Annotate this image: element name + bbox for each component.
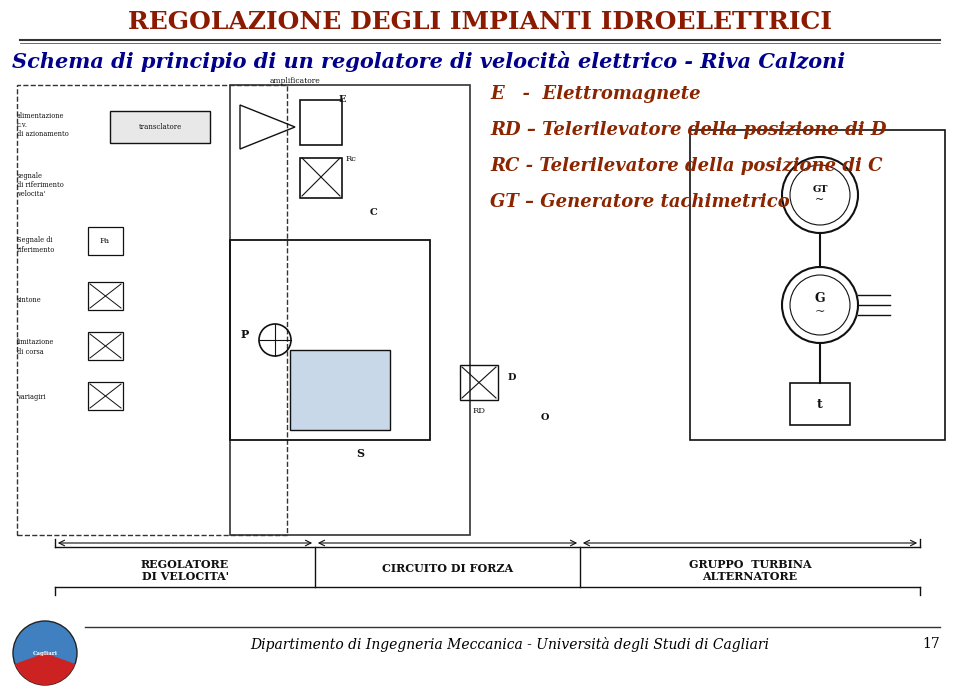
Text: Fa: Fa bbox=[100, 237, 110, 245]
Text: REGOLAZIONE DEGLI IMPIANTI IDROELETTRICI: REGOLAZIONE DEGLI IMPIANTI IDROELETTRICI bbox=[128, 10, 832, 34]
Text: Schema di principio di un regolatore di velocità elettrico - Riva Calzoni: Schema di principio di un regolatore di … bbox=[12, 51, 845, 72]
Text: GT – Generatore tachimetrico: GT – Generatore tachimetrico bbox=[490, 193, 790, 211]
Text: Dipartimento di Ingegneria Meccanica - Università degli Studi di Cagliari: Dipartimento di Ingegneria Meccanica - U… bbox=[251, 637, 770, 652]
Text: Segnale di
riferimento: Segnale di riferimento bbox=[17, 236, 56, 254]
Text: GRUPPO  TURBINA: GRUPPO TURBINA bbox=[688, 559, 811, 570]
Wedge shape bbox=[15, 653, 75, 685]
Text: Cagliari: Cagliari bbox=[33, 651, 58, 655]
Text: RD – Telerilevatore della posizione di D: RD – Telerilevatore della posizione di D bbox=[490, 121, 886, 139]
Text: limitazione
di corsa: limitazione di corsa bbox=[17, 338, 55, 356]
Text: GT: GT bbox=[812, 184, 828, 193]
Text: 17: 17 bbox=[923, 637, 940, 651]
Text: sintone: sintone bbox=[17, 296, 41, 304]
Text: alimentazione
c.v.
di azionamento: alimentazione c.v. di azionamento bbox=[17, 112, 69, 138]
Text: O: O bbox=[540, 413, 549, 421]
Text: RD: RD bbox=[472, 407, 486, 415]
Text: transclatore: transclatore bbox=[138, 123, 181, 131]
Text: E   -  Elettromagnete: E - Elettromagnete bbox=[490, 85, 701, 103]
Text: CIRCUITO DI FORZA: CIRCUITO DI FORZA bbox=[382, 563, 514, 574]
Text: ALTERNATORE: ALTERNATORE bbox=[703, 571, 798, 582]
Text: ~: ~ bbox=[815, 306, 826, 318]
Text: REGOLATORE: REGOLATORE bbox=[141, 559, 229, 570]
Text: Rc: Rc bbox=[346, 155, 357, 163]
Text: D: D bbox=[508, 373, 516, 382]
Text: amplificatore: amplificatore bbox=[270, 77, 321, 85]
FancyBboxPatch shape bbox=[290, 350, 390, 430]
Text: E: E bbox=[339, 95, 346, 104]
Text: segnale
di riferimento
velocita': segnale di riferimento velocita' bbox=[17, 172, 63, 198]
Text: variagiri: variagiri bbox=[17, 393, 46, 401]
Text: S: S bbox=[356, 448, 364, 459]
Text: t: t bbox=[817, 398, 823, 411]
Text: ~: ~ bbox=[815, 195, 825, 205]
Text: G: G bbox=[815, 293, 826, 306]
FancyBboxPatch shape bbox=[110, 111, 210, 143]
Text: DI VELOCITA': DI VELOCITA' bbox=[141, 571, 228, 582]
Text: C: C bbox=[370, 208, 377, 217]
Text: P: P bbox=[241, 329, 250, 341]
Circle shape bbox=[13, 621, 77, 685]
Text: RC - Telerilevatore della posizione di C: RC - Telerilevatore della posizione di C bbox=[490, 157, 882, 175]
